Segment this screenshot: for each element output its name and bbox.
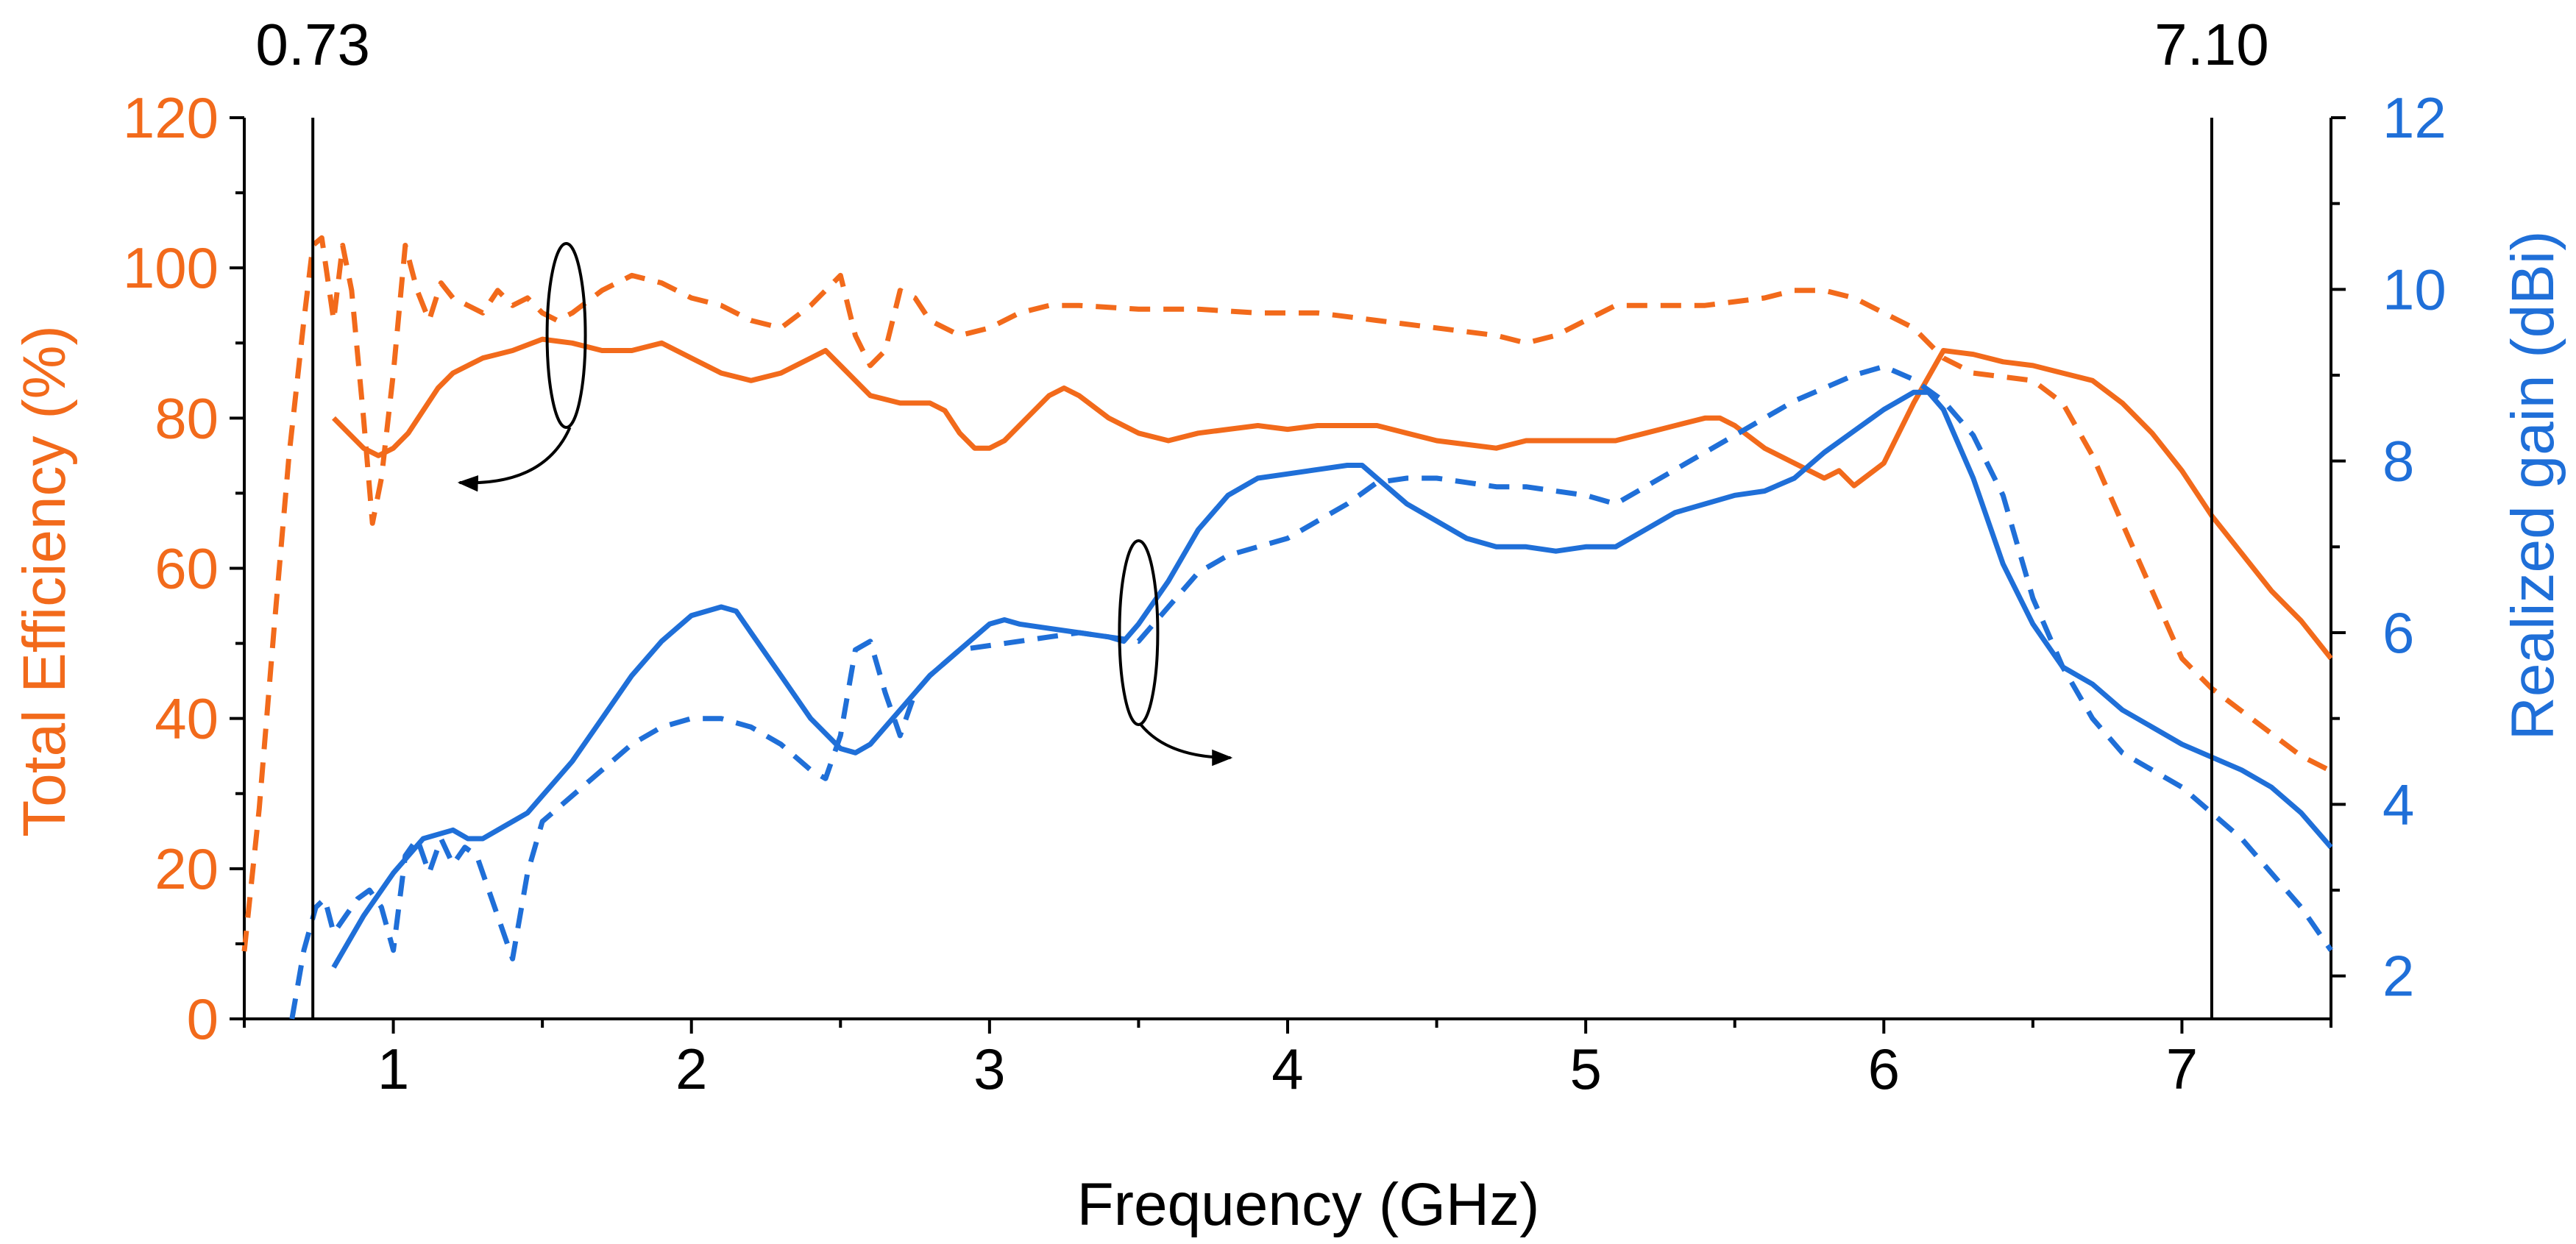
y-left-tick-label: 60 bbox=[155, 536, 219, 601]
x-tick-label: 6 bbox=[1868, 1037, 1900, 1101]
y-left-tick-label: 80 bbox=[155, 385, 219, 450]
annotation-ellipse bbox=[1118, 539, 1160, 726]
annotation-ellipse bbox=[545, 242, 587, 430]
y-left-tick-label: 0 bbox=[187, 987, 219, 1051]
efficiency-dashed-series-line bbox=[241, 235, 2332, 952]
annotation-arrow bbox=[1139, 723, 1233, 767]
x-tick-label: 4 bbox=[1271, 1037, 1303, 1101]
y-right-tick-label: 12 bbox=[2382, 85, 2447, 150]
x-tick-label: 2 bbox=[675, 1037, 707, 1101]
y-right-tick-label: 8 bbox=[2382, 429, 2414, 494]
efficiency-solid-series-line bbox=[332, 336, 2333, 661]
y-right-tick-label: 4 bbox=[2382, 772, 2414, 836]
x-tick-label: 5 bbox=[1569, 1037, 1601, 1101]
y-left-tick-label: 100 bbox=[123, 235, 219, 300]
y-left-tick-label: 20 bbox=[155, 836, 219, 901]
gain-dashed-series-line bbox=[289, 363, 2333, 1020]
annotation-arrow bbox=[457, 427, 572, 492]
series-layer bbox=[241, 235, 2333, 1020]
y-left-tick-label: 120 bbox=[123, 85, 219, 150]
frequency-marker-label: 7.10 bbox=[2154, 12, 2269, 77]
y-right-axis-title: Realized gain (dBi) bbox=[2499, 231, 2566, 741]
gain-solid-series-line bbox=[331, 389, 2333, 969]
x-tick-label: 1 bbox=[377, 1037, 409, 1101]
y-left-tick-label: 40 bbox=[155, 686, 219, 751]
y-right-tick-label: 2 bbox=[2382, 944, 2414, 1009]
y-right-tick-label: 10 bbox=[2382, 257, 2447, 321]
x-axis-title: Frequency (GHz) bbox=[1077, 1171, 1540, 1238]
frequency-marker-label: 0.73 bbox=[255, 12, 370, 77]
annotation-layer: 0.73 7.10 bbox=[255, 12, 2269, 1019]
x-tick-label: 7 bbox=[2166, 1037, 2198, 1101]
y-right-tick-label: 6 bbox=[2382, 600, 2414, 665]
y-left-axis-title: Total Efficiency (%) bbox=[11, 325, 78, 837]
x-tick-label: 3 bbox=[973, 1037, 1005, 1101]
